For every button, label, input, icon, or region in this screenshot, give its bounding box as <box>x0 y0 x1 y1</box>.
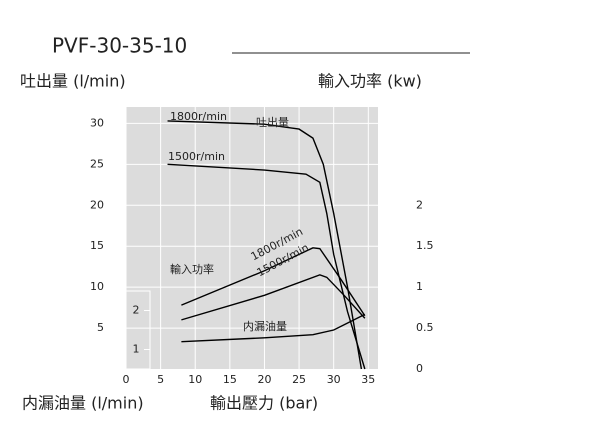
group-label: 吐出量 <box>256 115 289 129</box>
series-label: 内漏油量 <box>243 319 287 333</box>
y-tick-label: 25 <box>90 157 104 170</box>
y3-tick-label: 2 <box>133 304 140 317</box>
curve <box>167 120 363 370</box>
x-tick-label: 10 <box>188 373 202 386</box>
series-label: 1800r/min <box>170 110 227 123</box>
y2-tick-label: 1 <box>416 280 423 293</box>
y-tick-label: 15 <box>90 239 104 252</box>
y3-tick-label: 1 <box>133 343 140 356</box>
y-tick-label: 20 <box>90 198 104 211</box>
chart-title: PVF-30-35-10 <box>52 34 187 58</box>
y3-label: 内漏油量 (l/min) <box>22 394 144 413</box>
series-label: 1500r/min <box>168 150 225 163</box>
y2-tick-label: 0.5 <box>416 321 434 334</box>
curve <box>167 163 366 370</box>
y2-tick-label: 1.5 <box>416 239 434 252</box>
y-tick-label: 5 <box>97 321 104 334</box>
x-tick-label: 35 <box>361 373 375 386</box>
y-tick-label: 10 <box>90 280 104 293</box>
x-label: 輸出壓力 (bar) <box>210 394 318 413</box>
x-tick-label: 20 <box>257 373 271 386</box>
y2-label: 輸入功率 (kw) <box>318 72 422 91</box>
group-label: 輸入功率 <box>170 262 214 276</box>
leak-axis-box <box>125 290 151 370</box>
x-tick-label: 25 <box>292 373 306 386</box>
y2-tick-label: 2 <box>416 198 423 211</box>
curve <box>181 274 366 321</box>
y-label: 吐出量 (l/min) <box>20 72 126 91</box>
x-tick-label: 15 <box>223 373 237 386</box>
plot-area <box>126 107 378 369</box>
x-tick-label: 30 <box>327 373 341 386</box>
curve <box>181 247 366 317</box>
x-tick-label: 5 <box>157 373 164 386</box>
x-tick-label: 0 <box>123 373 130 386</box>
y-tick-label: 30 <box>90 116 104 129</box>
curve <box>181 313 366 343</box>
y2-tick-label: 0 <box>416 362 423 375</box>
